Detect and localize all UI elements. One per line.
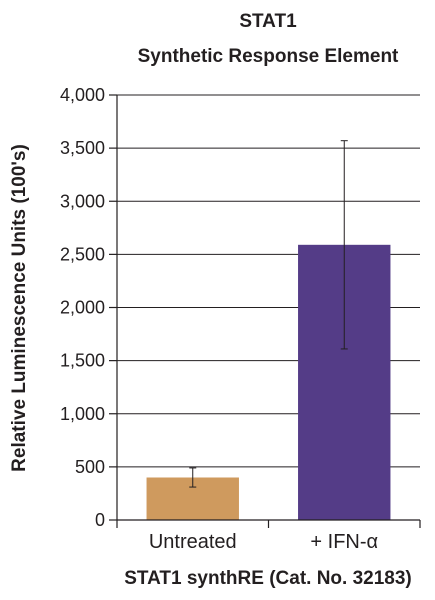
- y-tick-label: 3,500: [60, 138, 105, 158]
- error-bars: [189, 140, 348, 488]
- y-tick-label: 2,000: [60, 298, 105, 318]
- y-tick-label: 1,500: [60, 351, 105, 371]
- y-tick-label: 1,000: [60, 404, 105, 424]
- x-axis-categories: Untreated + IFN-α: [149, 531, 378, 553]
- y-tick-label: 2,500: [60, 244, 105, 264]
- y-tick-label: 3,000: [60, 191, 105, 211]
- y-tick-label: 4,000: [60, 85, 105, 105]
- y-axis-title: Relative Luminescence Units (100's): [9, 144, 30, 472]
- y-tick-label: 0: [95, 510, 105, 530]
- chart-title: STAT1 Synthetic Response Element: [138, 11, 399, 67]
- axes: [116, 95, 421, 528]
- x-category-label: Untreated: [149, 531, 237, 553]
- x-category-label: + IFN-α: [310, 531, 378, 553]
- x-axis-title: STAT1 synthRE (Cat. No. 32183): [124, 568, 412, 589]
- gridlines: [117, 94, 420, 468]
- y-tick-label: 500: [75, 457, 105, 477]
- y-axis-ticks: 0 500 1,000 1,500 2,000 2,500 3,000 3,500 4,000: [60, 85, 117, 530]
- chart-title-line-1: STAT1: [239, 11, 297, 32]
- bars: [146, 244, 391, 520]
- chart-title-line-2: Synthetic Response Element: [138, 46, 399, 67]
